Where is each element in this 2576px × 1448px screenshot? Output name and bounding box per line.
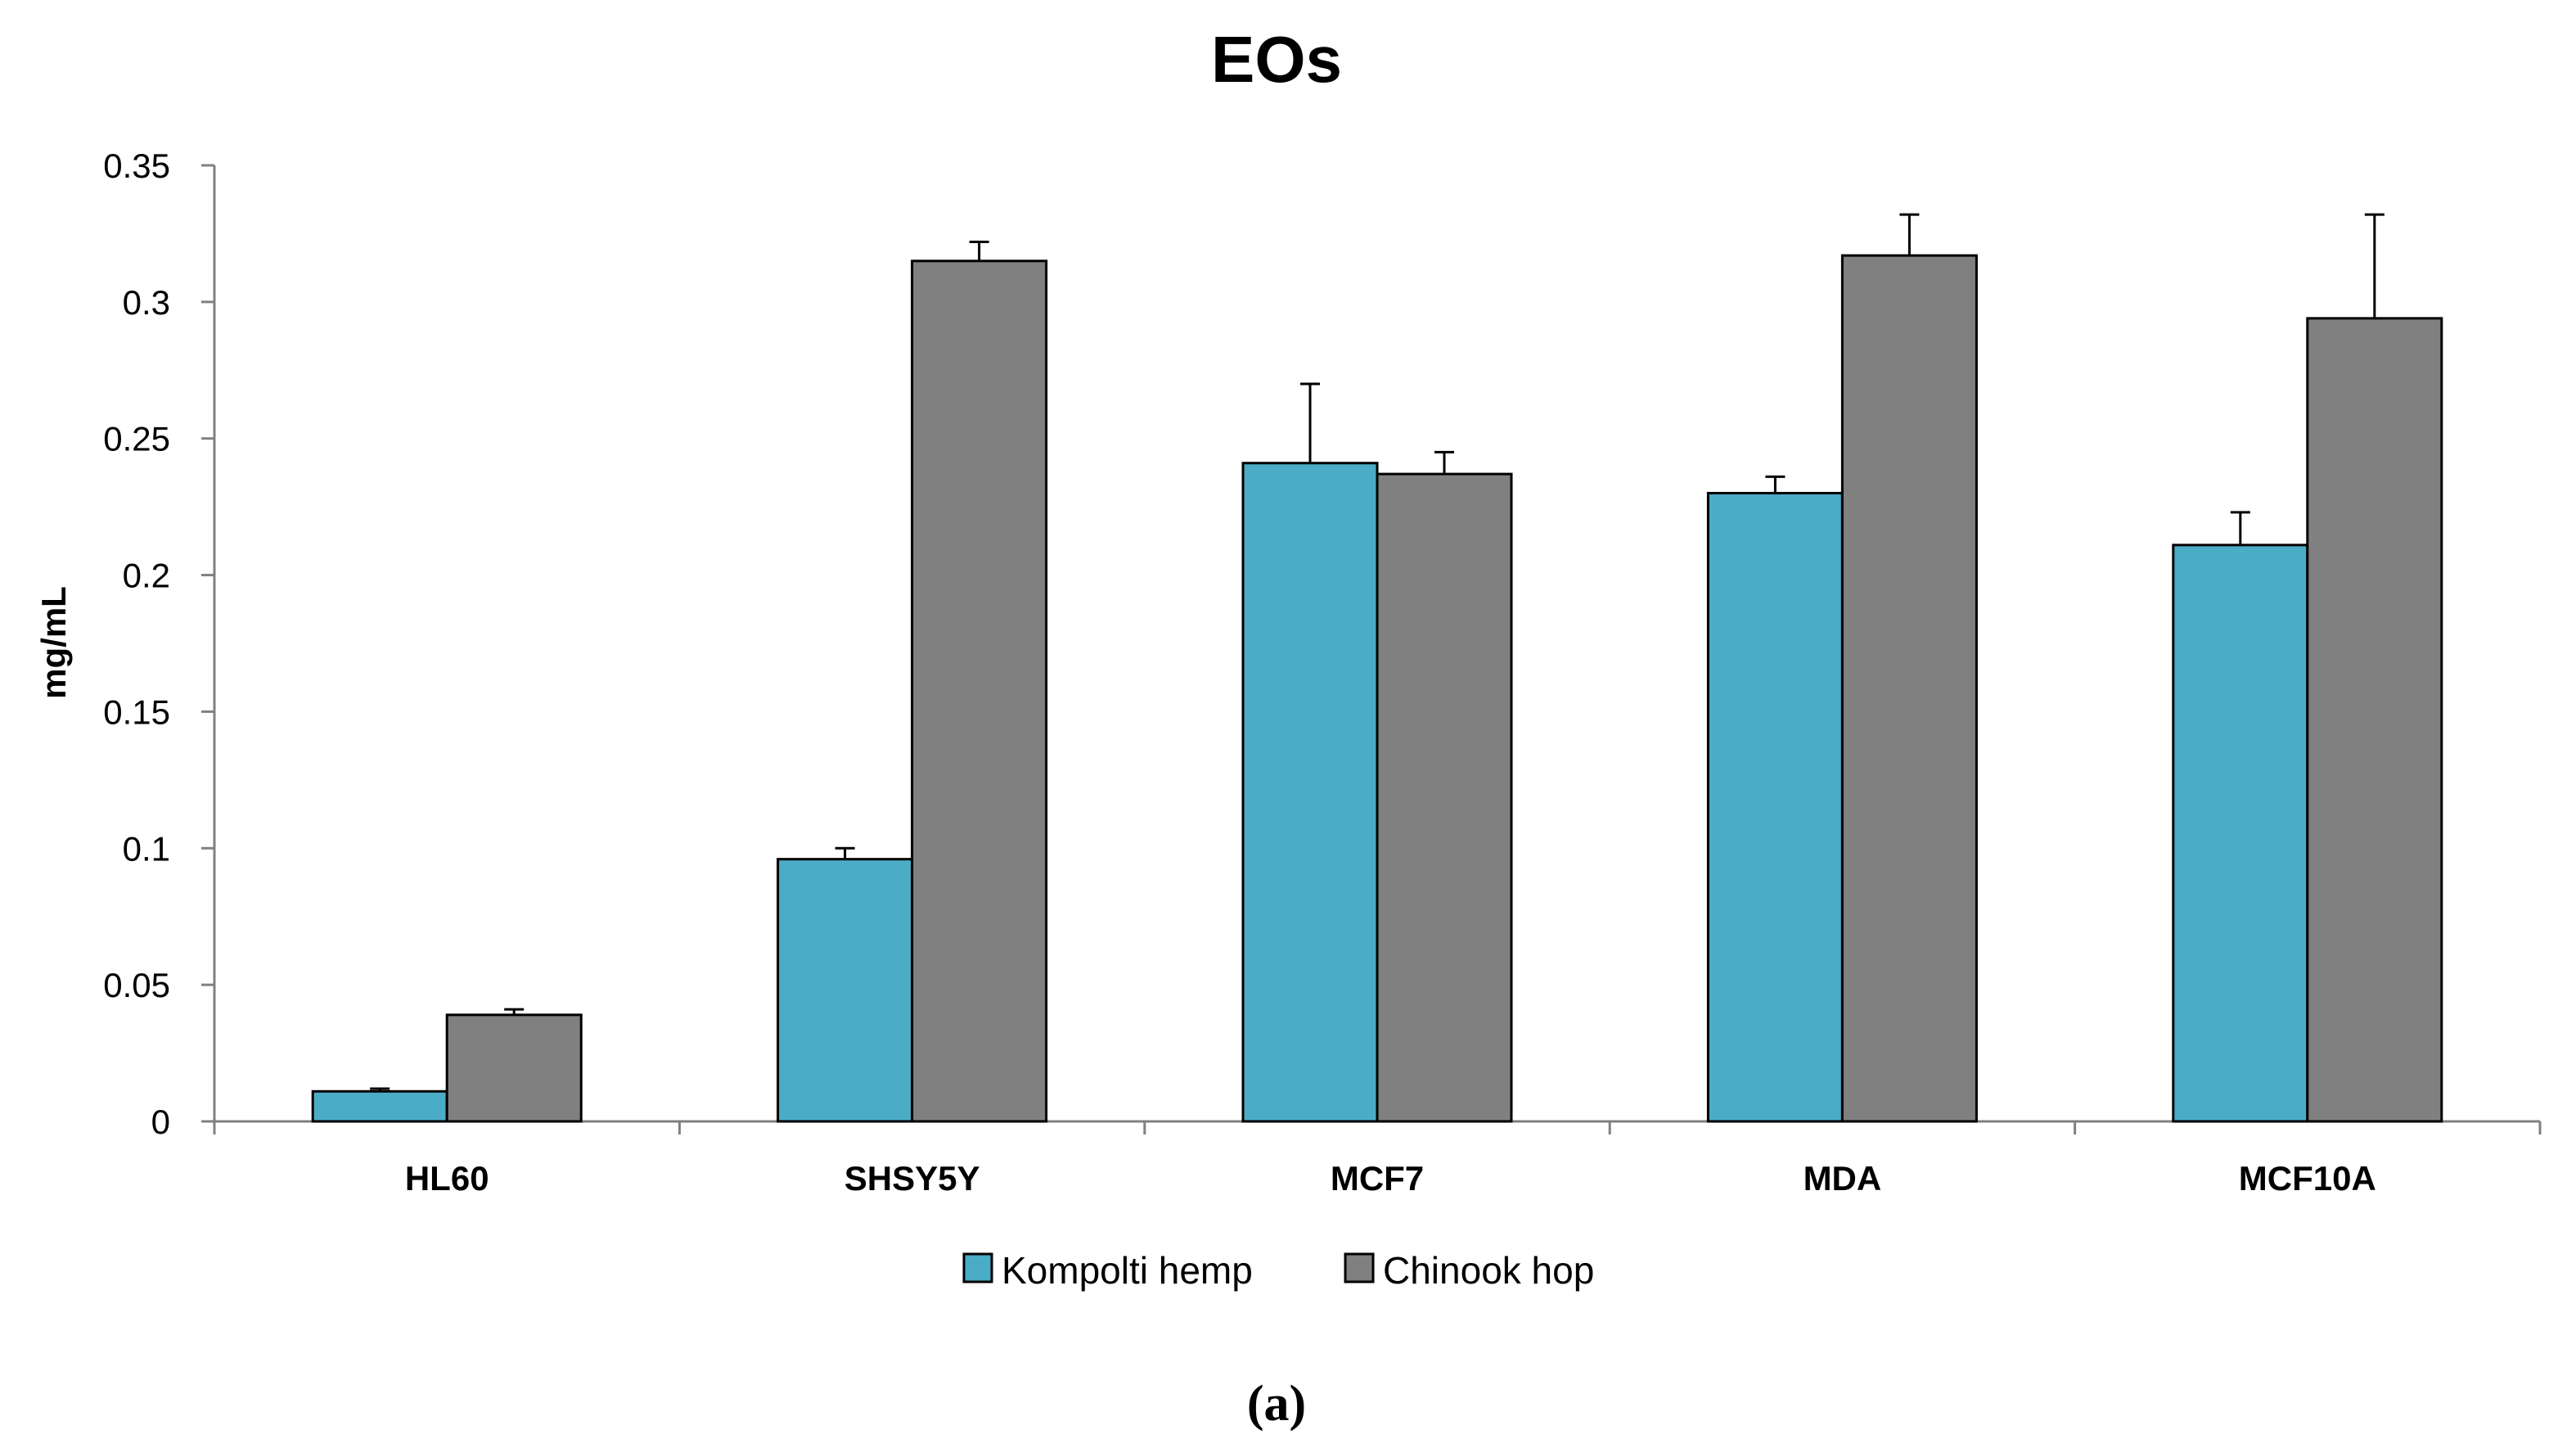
legend: Kompolti hemp Chinook hop bbox=[962, 1249, 1594, 1292]
y-tick-label: 0.15 bbox=[103, 692, 170, 731]
y-tick-label: 0.3 bbox=[123, 283, 170, 322]
bars-layer bbox=[311, 254, 2443, 1123]
x-tick-label-mcf10a: MCF10A bbox=[2239, 1159, 2376, 1198]
bar-chinook-hop-mcf7 bbox=[1376, 472, 1513, 1123]
y-tick-label: 0.1 bbox=[123, 829, 170, 868]
x-tick-label-shsy5y: SHSY5Y bbox=[844, 1159, 980, 1198]
figure-caption: (a) bbox=[1247, 1376, 1306, 1432]
x-tick-label-hl60: HL60 bbox=[405, 1159, 489, 1198]
bar-chinook-hop-hl60 bbox=[445, 1013, 583, 1123]
legend-swatch-chinook-hop bbox=[1344, 1252, 1375, 1283]
x-tick-labels: HL60 SHSY5Y MCF7 MDA MCF10A bbox=[405, 1159, 2376, 1198]
bar-kompolti-hemp-shsy5y bbox=[777, 858, 914, 1123]
bar-chinook-hop-mcf10a bbox=[2306, 317, 2443, 1123]
legend-swatch-kompolti-hemp bbox=[962, 1252, 993, 1283]
bar-kompolti-hemp-mcf10a bbox=[2172, 544, 2309, 1123]
x-tick-label-mda: MDA bbox=[1804, 1159, 1882, 1198]
x-tick-label-mcf7: MCF7 bbox=[1331, 1159, 1424, 1198]
bar-chinook-hop-mda bbox=[1840, 254, 1978, 1123]
bar-chinook-hop-shsy5y bbox=[911, 259, 1048, 1123]
y-tick-label: 0 bbox=[151, 1103, 170, 1141]
y-tick-label: 0.2 bbox=[123, 557, 170, 595]
y-tick-label: 0.35 bbox=[103, 147, 170, 185]
legend-label-kompolti-hemp: Kompolti hemp bbox=[1002, 1249, 1253, 1292]
bar-kompolti-hemp-mcf7 bbox=[1241, 462, 1379, 1123]
error-bars-layer bbox=[370, 213, 2385, 1092]
axes-layer: 0 0.05 0.1 0.15 0.2 0.25 0.3 0.35 bbox=[103, 147, 2542, 1141]
chart-title: EOs bbox=[1211, 23, 1342, 96]
bar-kompolti-hemp-hl60 bbox=[311, 1089, 448, 1123]
bar-kompolti-hemp-mda bbox=[1706, 491, 1844, 1123]
y-tick-label: 0.25 bbox=[103, 420, 170, 458]
legend-label-chinook-hop: Chinook hop bbox=[1383, 1249, 1594, 1292]
y-axis-label: mg/mL bbox=[34, 586, 73, 699]
y-tick-label: 0.05 bbox=[103, 966, 170, 1004]
